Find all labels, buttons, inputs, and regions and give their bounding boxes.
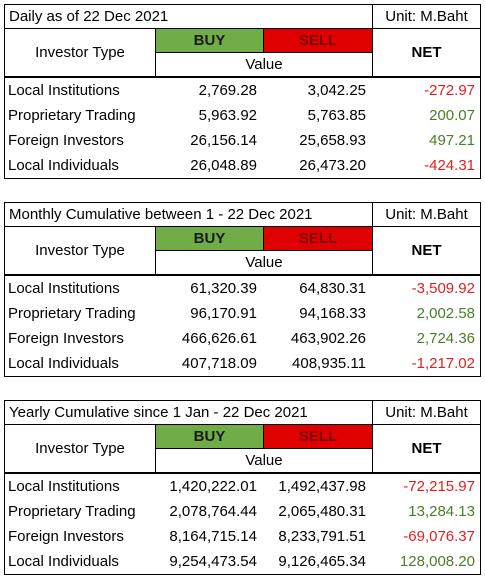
data-block <box>4 77 481 179</box>
net-value: -1,217.02 <box>411 355 475 372</box>
net-header: NET <box>372 424 481 473</box>
sell-value: 9,126,465.34 <box>278 553 366 570</box>
investor-type: Proprietary Trading <box>8 107 136 124</box>
investor-type-header: Investor Type <box>4 424 156 473</box>
net-value: 497.21 <box>429 132 475 149</box>
sell-value: 25,658.93 <box>299 132 366 149</box>
buy-value: 466,626.61 <box>181 330 257 347</box>
net-value: 2,002.58 <box>416 305 475 322</box>
buy-value: 8,164,715.14 <box>169 528 257 545</box>
net-value: 13,284.13 <box>408 503 475 520</box>
buy-value: 1,420,222.01 <box>169 478 257 495</box>
net-value: 200.07 <box>429 107 475 124</box>
investor-type-header: Investor Type <box>4 226 156 275</box>
table-title: Daily as of 22 Dec 2021 <box>4 4 373 29</box>
net-header: NET <box>372 226 481 275</box>
investor-type: Local Institutions <box>8 280 120 297</box>
net-header: NET <box>372 28 481 77</box>
sell-value: 1,492,437.98 <box>278 478 366 495</box>
sell-value: 26,473.20 <box>299 157 366 174</box>
investor-type-header: Investor Type <box>4 28 156 77</box>
buy-value: 2,769.28 <box>198 82 257 99</box>
sell-header: SELL <box>263 424 373 449</box>
sell-value: 8,233,791.51 <box>278 528 366 545</box>
net-value: -424.31 <box>424 157 475 174</box>
buy-value: 26,156.14 <box>190 132 257 149</box>
net-value: -72,215.97 <box>403 478 475 495</box>
sell-value: 3,042.25 <box>307 82 366 99</box>
net-value: 2,724.36 <box>416 330 475 347</box>
buy-header: BUY <box>155 28 264 53</box>
net-value: -3,509.92 <box>411 280 475 297</box>
sell-value: 2,065,480.31 <box>278 503 366 520</box>
buy-value: 2,078,764.44 <box>169 503 257 520</box>
table-title: Yearly Cumulative since 1 Jan - 22 Dec 2… <box>4 400 373 425</box>
investor-type: Local Institutions <box>8 478 120 495</box>
net-value: 128,008.20 <box>399 553 475 570</box>
investor-type: Foreign Investors <box>8 330 124 347</box>
buy-value: 96,170.91 <box>190 305 257 322</box>
buy-value: 9,254,473.54 <box>169 553 257 570</box>
sell-header: SELL <box>263 28 373 53</box>
unit-label: Unit: M.Baht <box>372 400 481 425</box>
buy-value: 61,320.39 <box>190 280 257 297</box>
buy-value: 5,963.92 <box>198 107 257 124</box>
value-header: Value <box>155 52 373 77</box>
investor-type: Foreign Investors <box>8 528 124 545</box>
value-header: Value <box>155 448 373 473</box>
unit-label: Unit: M.Baht <box>372 4 481 29</box>
net-value: -69,076.37 <box>403 528 475 545</box>
investor-type: Local Individuals <box>8 157 119 174</box>
buy-value: 407,718.09 <box>181 355 257 372</box>
table-title: Monthly Cumulative between 1 - 22 Dec 20… <box>4 202 373 227</box>
investor-type: Proprietary Trading <box>8 305 136 322</box>
sell-value: 64,830.31 <box>299 280 366 297</box>
buy-value: 26,048.89 <box>190 157 257 174</box>
buy-header: BUY <box>155 424 264 449</box>
sell-value: 5,763.85 <box>307 107 366 124</box>
data-block <box>4 473 481 575</box>
investor-type: Local Individuals <box>8 553 119 570</box>
sell-value: 94,168.33 <box>299 305 366 322</box>
data-block <box>4 275 481 377</box>
net-value: -272.97 <box>424 82 475 99</box>
investor-type: Proprietary Trading <box>8 503 136 520</box>
sell-value: 408,935.11 <box>292 355 366 372</box>
investor-type: Local Institutions <box>8 82 120 99</box>
investor-type: Foreign Investors <box>8 132 124 149</box>
buy-header: BUY <box>155 226 264 251</box>
unit-label: Unit: M.Baht <box>372 202 481 227</box>
value-header: Value <box>155 250 373 275</box>
investor-type: Local Individuals <box>8 355 119 372</box>
sell-value: 463,902.26 <box>290 330 366 347</box>
sell-header: SELL <box>263 226 373 251</box>
